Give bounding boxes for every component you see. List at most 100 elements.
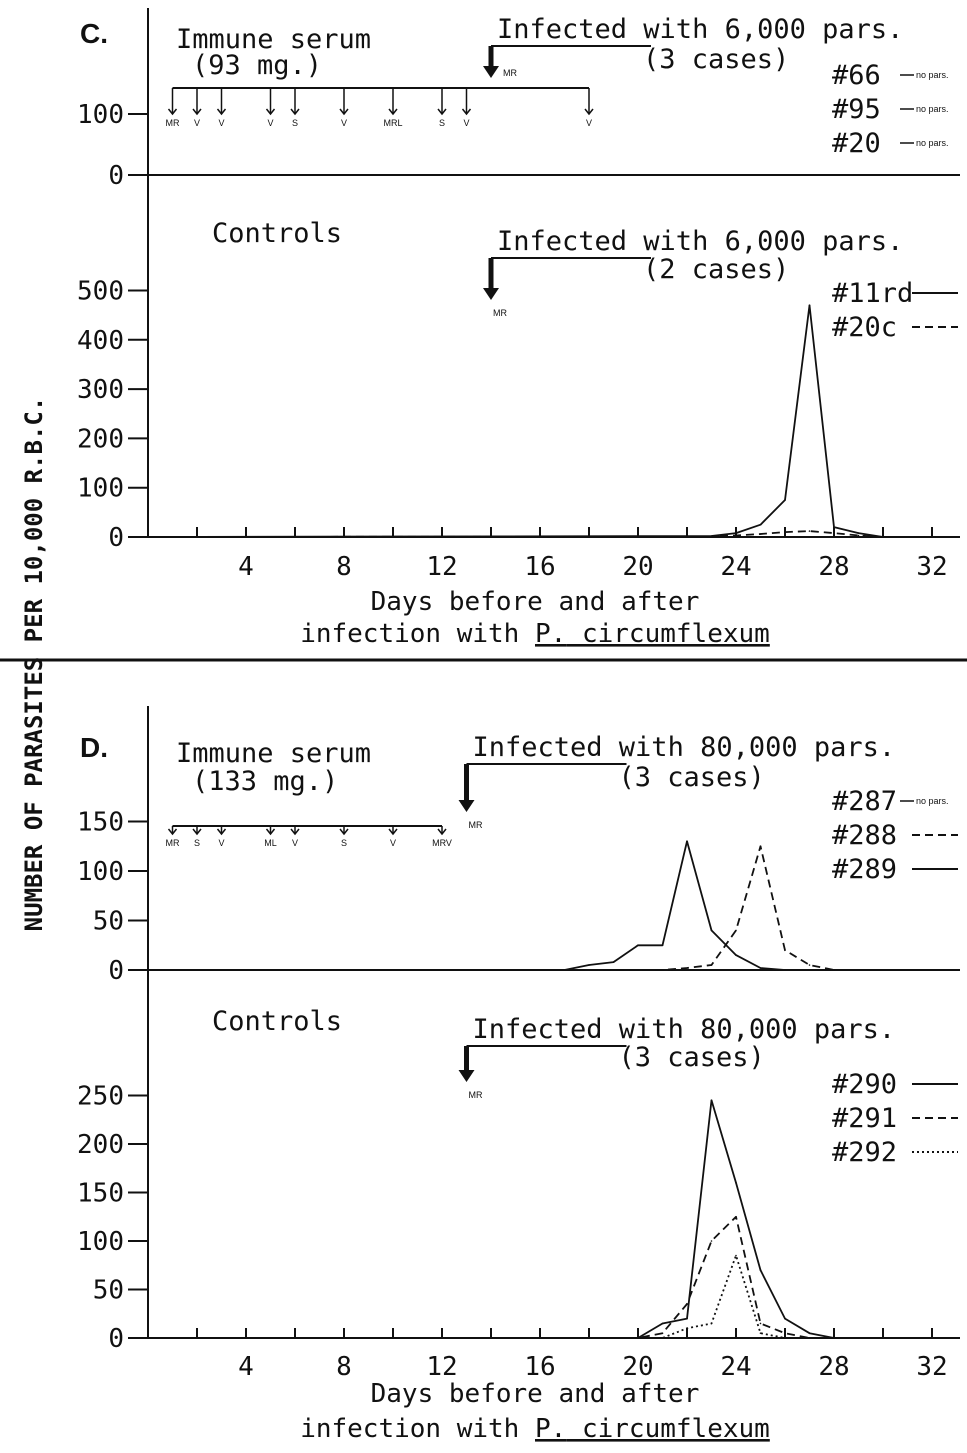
x-axis-label-genus: P. [535,1414,566,1444]
injection-arrowhead [437,828,447,836]
x-axis-label-prefix: infection with [300,1414,535,1444]
data-point [833,526,835,528]
data-point [735,1182,737,1184]
x-axis-label-line1: Days before and after [371,1379,700,1409]
x-tick-label: 16 [524,1352,555,1382]
y-tick-label: 100 [77,100,124,130]
data-point [784,1337,786,1339]
data-point [759,533,762,535]
x-tick-label: 4 [238,552,254,582]
infection-arrowhead [458,800,475,812]
serum-dose: (133 mg.) [192,766,338,797]
series-line [148,840,786,971]
injection-arrowhead [167,828,178,836]
data-point [686,840,688,843]
x-tick-label: 28 [818,1352,849,1382]
infection-marker: MR [493,308,507,318]
legend-note: no pars. [916,70,949,80]
injection-arrowhead [290,108,300,116]
panel-label: C. [80,18,108,49]
legend-note: no pars. [916,796,949,806]
y-tick-label: 100 [77,857,124,887]
injection-arrowhead [339,828,349,836]
y-tick-label: 500 [77,277,124,307]
y-tick-label: 0 [108,1324,124,1354]
data-point [784,1317,786,1320]
subplot-c-controls: 0 100 200 300 400 500 Controls Infected with 6,… [77,218,958,553]
x-axis-label-species: circumflexum [566,619,770,649]
x-axis-label-genus: P. [535,619,566,649]
data-point [759,967,762,969]
data-point [710,1240,713,1242]
x-axis-label-line2: infection with P. circumflexum [300,1414,770,1444]
data-point [147,969,149,971]
data-point [686,967,688,969]
x-tick-label: 20 [622,552,653,582]
legend-note: no pars. [916,138,949,148]
data-point [808,304,811,307]
injection-arrowhead [167,108,178,116]
case-count: (3 cases) [619,762,765,793]
y-tick-label: 300 [77,375,124,405]
data-point [612,961,615,963]
data-point [759,845,762,848]
legend-entry: #287 [832,786,897,817]
x-tick-label: 12 [426,1352,457,1382]
subplot-title: Controls [212,218,342,249]
series-line [147,304,884,538]
data-point [710,964,713,966]
data-point [147,536,149,538]
injection-label: S [341,838,347,848]
infection-marker: MR [503,68,517,78]
data-point [686,1303,688,1305]
y-tick-label: 0 [108,161,124,191]
data-point [857,534,860,537]
data-point [661,1322,664,1325]
data-point [784,969,786,971]
data-point [833,532,835,534]
x-tick-label: 16 [524,552,555,582]
y-tick-label: 0 [108,956,124,986]
infection-arrowhead [483,288,499,300]
data-point [808,964,811,966]
injection-label: V [267,118,273,128]
x-tick-label: 28 [818,552,849,582]
injection-label: V [586,118,592,128]
legend-entry: #95 [832,94,881,125]
data-point [857,532,860,534]
legend-entry: #292 [832,1137,897,1168]
injection-label: V [292,838,298,848]
data-point [661,1337,664,1339]
data-point [588,964,590,966]
serum-dose: (93 mg.) [192,50,322,81]
injection-label: V [341,118,347,128]
y-axis-label: NUMBER OF PARASITES PER 10,000 R.B.C. [20,397,48,932]
x-tick-label: 32 [916,552,947,582]
infection-label: Infected with 6,000 pars. [497,226,903,257]
data-point [661,944,664,947]
x-tick-label: 8 [336,1352,352,1382]
data-point [735,929,737,932]
injection-label: S [439,118,445,128]
injection-label: V [390,838,396,848]
injection-arrowhead [339,108,349,116]
data-point [808,1332,811,1334]
injection-arrowhead [192,108,202,116]
case-count: (2 cases) [643,254,789,285]
series-line [148,1099,835,1339]
injection-arrowhead [216,828,227,836]
data-point [147,1337,149,1339]
data-point [563,969,566,971]
y-tick-label: 50 [93,1276,124,1306]
data-point [784,531,786,533]
legend-entry: #20c [832,312,897,343]
data-point [784,1332,786,1334]
series-line [148,845,835,971]
case-count: (3 cases) [619,1042,765,1073]
data-point [759,1322,762,1325]
injection-label: S [194,838,200,848]
injection-arrowhead [437,108,447,116]
y-tick-label: 150 [77,1179,124,1209]
data-point [759,1332,762,1334]
